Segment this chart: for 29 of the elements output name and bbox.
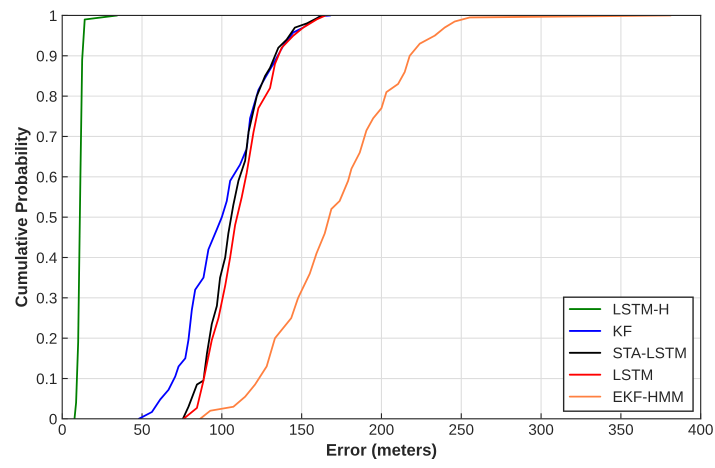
legend-label: EKF-HMM [614, 391, 683, 402]
legend-label: KF [614, 326, 632, 336]
line-series [74, 15, 118, 419]
y-axis-title: Cumulative Probability [15, 126, 31, 307]
x-axis-title: Error (meters) [326, 444, 436, 460]
x-tick-label: 50 [134, 424, 150, 435]
y-tick-label: 0.1 [36, 373, 57, 384]
y-tick-label: 0.4 [36, 252, 57, 264]
x-tick-label: 350 [608, 424, 634, 435]
x-tick-label: 250 [449, 424, 474, 435]
y-tick-label: 1 [50, 10, 57, 21]
x-tick-label: 200 [369, 424, 394, 435]
legend-label: STA-LSTM [613, 348, 686, 358]
line-series [138, 15, 332, 419]
y-tick-label: 0.2 [36, 333, 57, 344]
y-tick-label: 0.8 [36, 90, 57, 102]
x-tick-label: 150 [290, 424, 314, 435]
y-tick-label: 0.9 [36, 50, 57, 62]
y-tick-label: 0.3 [36, 292, 57, 304]
x-tick-label: 400 [688, 424, 713, 435]
legend-label: LSTM [614, 369, 652, 380]
y-tick-label: 0.7 [36, 131, 57, 142]
y-tick-label: 0.5 [36, 212, 57, 223]
x-tick-label: 100 [210, 424, 234, 435]
x-tick-label: 300 [528, 424, 554, 435]
y-tick-label: 0.6 [36, 172, 57, 182]
x-tick-label: 0 [58, 424, 66, 435]
y-tick-label: 0 [49, 414, 57, 425]
legend-label: LSTM-H [614, 304, 668, 315]
